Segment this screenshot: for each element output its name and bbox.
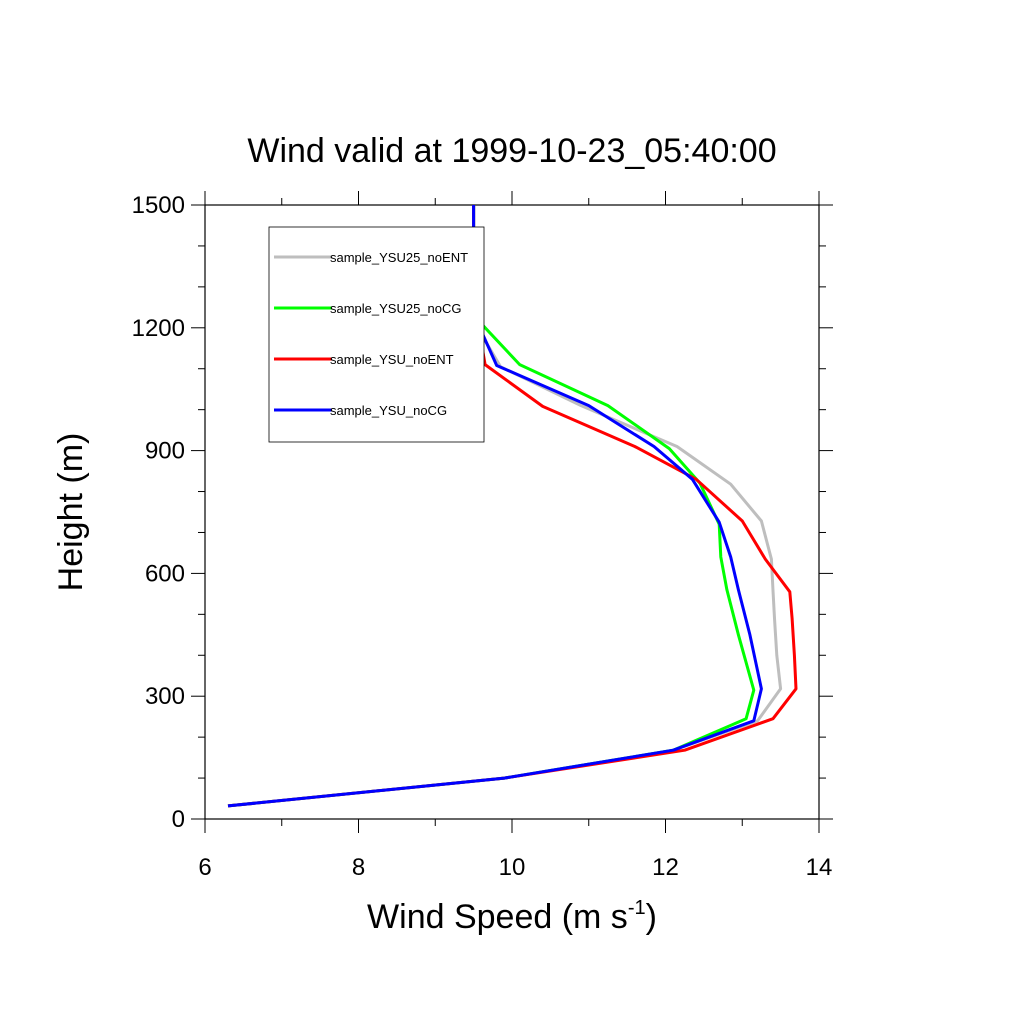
y-tick-label: 1200 bbox=[132, 315, 185, 342]
legend-label: sample_YSU25_noENT bbox=[330, 250, 468, 265]
y-axis-title: Height (m) bbox=[52, 433, 90, 592]
chart-title: Wind valid at 1999-10-23_05:40:00 bbox=[247, 132, 776, 170]
y-tick-label: 0 bbox=[172, 806, 185, 833]
y-tick-label: 900 bbox=[145, 438, 185, 465]
x-axis-title-superscript: -1 bbox=[628, 897, 646, 919]
legend-label: sample_YSU25_noCG bbox=[330, 301, 462, 316]
y-tick-label: 300 bbox=[145, 683, 185, 710]
legend-label: sample_YSU_noCG bbox=[330, 403, 447, 418]
x-tick-label: 8 bbox=[352, 854, 365, 881]
x-axis-title-suffix: ) bbox=[646, 898, 657, 936]
y-tick-label: 600 bbox=[145, 560, 185, 587]
x-axis-title: Wind Speed (m s-1) bbox=[367, 897, 657, 936]
legend-box bbox=[268, 226, 485, 443]
y-tick-label: 1500 bbox=[132, 192, 185, 219]
legend: sample_YSU25_noENT sample_YSU25_noCGsampl… bbox=[268, 226, 485, 443]
x-tick-label: 6 bbox=[198, 854, 211, 881]
x-tick-label: 14 bbox=[806, 854, 833, 881]
x-tick-label: 12 bbox=[652, 854, 679, 881]
x-axis-title-main: Wind Speed (m s bbox=[367, 898, 628, 936]
x-tick-label: 10 bbox=[499, 854, 526, 881]
legend-label: sample_YSU_noENT bbox=[330, 352, 454, 367]
